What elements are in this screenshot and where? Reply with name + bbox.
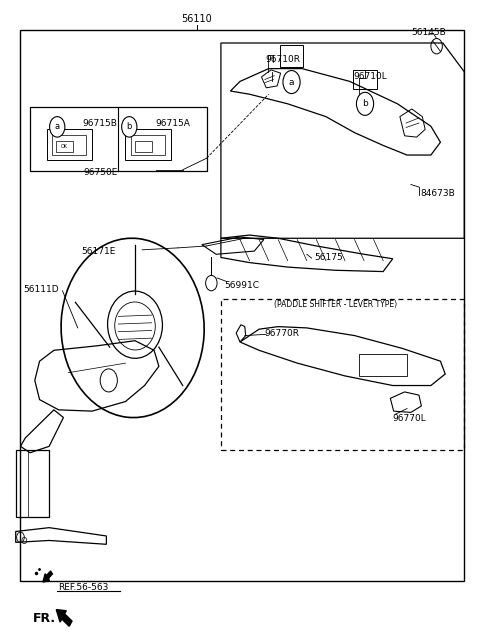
Text: 96770R: 96770R: [265, 329, 300, 338]
Bar: [135, 141, 152, 152]
Text: 96750E: 96750E: [84, 168, 118, 177]
FancyArrow shape: [56, 610, 72, 626]
Bar: [47, 129, 92, 160]
Bar: [353, 70, 377, 89]
Bar: [131, 134, 165, 155]
Circle shape: [121, 116, 137, 137]
Bar: [21, 30, 464, 581]
Text: 56175: 56175: [314, 253, 343, 262]
Text: 84673B: 84673B: [420, 189, 455, 198]
Circle shape: [357, 93, 373, 115]
Bar: [221, 299, 464, 449]
FancyArrow shape: [43, 571, 52, 582]
Text: 56991C: 56991C: [225, 280, 260, 289]
Text: FR.: FR.: [33, 612, 56, 625]
Bar: [280, 45, 303, 68]
Circle shape: [283, 71, 300, 94]
Bar: [30, 107, 206, 171]
Circle shape: [49, 116, 65, 137]
Text: b: b: [127, 122, 132, 131]
Text: b: b: [362, 99, 368, 108]
Bar: [52, 134, 86, 155]
Text: 96770L: 96770L: [393, 414, 426, 423]
Bar: [360, 354, 407, 376]
Text: a: a: [289, 78, 294, 87]
Text: REF.56-563: REF.56-563: [58, 583, 108, 592]
Bar: [16, 449, 49, 517]
Bar: [56, 141, 73, 152]
Text: 56111D: 56111D: [23, 285, 59, 294]
Text: 56171E: 56171E: [82, 246, 116, 255]
Text: a: a: [55, 122, 60, 131]
Text: 96710L: 96710L: [354, 73, 387, 82]
Text: 96715A: 96715A: [155, 119, 190, 128]
Text: OK: OK: [61, 143, 68, 149]
Text: 96710R: 96710R: [265, 55, 300, 64]
Bar: [125, 129, 171, 160]
Text: 56145B: 56145B: [411, 28, 445, 37]
Text: (PADDLE SHIFTER - LEVER TYPE): (PADDLE SHIFTER - LEVER TYPE): [274, 300, 397, 309]
Text: 56110: 56110: [181, 14, 213, 24]
Text: 96715B: 96715B: [83, 119, 118, 128]
